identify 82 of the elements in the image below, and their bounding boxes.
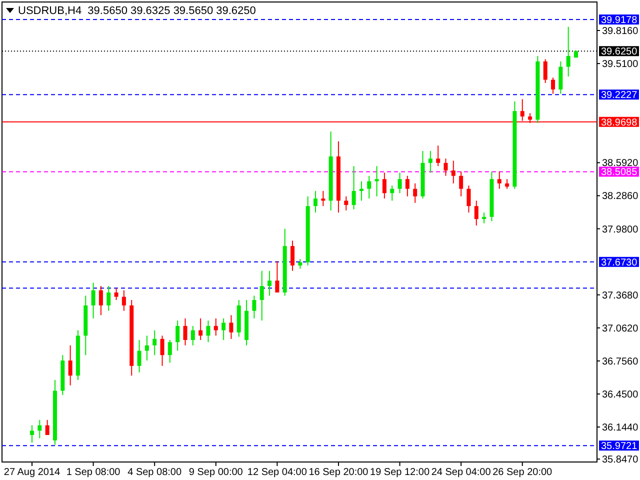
candlestick bbox=[428, 150, 432, 174]
candlestick bbox=[106, 285, 111, 312]
candlestick bbox=[144, 335, 149, 361]
candlestick bbox=[45, 419, 50, 436]
candlestick bbox=[558, 60, 563, 94]
candlestick bbox=[160, 335, 164, 366]
ref-line-label: 39.2227 bbox=[601, 90, 638, 102]
candlestick bbox=[444, 158, 448, 176]
x-tick-label: 26 Sep 20:00 bbox=[492, 467, 553, 478]
candlestick bbox=[405, 175, 410, 197]
candlestick bbox=[30, 424, 34, 444]
ref-line-label: 38.5085 bbox=[601, 167, 638, 178]
candlestick bbox=[359, 180, 364, 202]
y-tick-label: 35.8470 bbox=[602, 454, 639, 466]
x-tick-label: 27 Aug 2014 bbox=[4, 467, 61, 478]
candlestick bbox=[198, 318, 203, 340]
candlestick bbox=[98, 285, 103, 316]
candlestick bbox=[505, 178, 510, 190]
ref-line-label: 38.9698 bbox=[601, 117, 638, 128]
candlestick bbox=[38, 419, 42, 439]
candlestick bbox=[229, 314, 234, 340]
y-tick-label: 36.1440 bbox=[602, 422, 639, 434]
x-tick-label: 24 Sep 04:00 bbox=[431, 467, 492, 478]
candlestick bbox=[474, 200, 478, 226]
candlestick bbox=[114, 288, 118, 301]
candlestick bbox=[551, 77, 556, 94]
candlestick bbox=[367, 175, 372, 200]
y-tick-label: 38.5920 bbox=[602, 158, 639, 170]
candlestick bbox=[398, 172, 402, 194]
candlestick bbox=[268, 270, 272, 296]
ref-line-label: 39.6250 bbox=[601, 46, 638, 58]
candlestick bbox=[382, 172, 386, 200]
x-tick-label: 9 Sep 00:00 bbox=[188, 467, 244, 478]
candlestick bbox=[459, 171, 464, 197]
x-tick-label: 16 Sep 20:00 bbox=[308, 467, 369, 478]
y-tick-label: 36.7560 bbox=[602, 356, 639, 368]
candlestick bbox=[482, 212, 486, 224]
candlestick bbox=[390, 185, 394, 202]
candlestick bbox=[190, 325, 195, 346]
candlestick bbox=[451, 160, 456, 184]
candlestick bbox=[176, 320, 180, 352]
candlestick bbox=[566, 26, 570, 78]
y-tick-label: 37.9800 bbox=[602, 224, 639, 236]
candlestick bbox=[290, 240, 295, 272]
candlestick bbox=[413, 182, 418, 204]
candlestick bbox=[214, 318, 218, 336]
x-tick-label: 19 Sep 12:00 bbox=[370, 467, 430, 478]
chart-title: USDRUB,H4 39.5650 39.6325 39.5650 39.6250 bbox=[18, 5, 256, 17]
candlestick bbox=[137, 339, 142, 373]
ref-line-label: 35.9721 bbox=[601, 441, 638, 452]
x-tick-label: 1 Sep 08:00 bbox=[66, 467, 121, 478]
y-tick-label: 39.8160 bbox=[602, 26, 639, 38]
y-tick-label: 36.4500 bbox=[602, 389, 639, 400]
y-tick-label: 37.3680 bbox=[602, 290, 639, 302]
candlestick bbox=[374, 166, 379, 197]
candlestick bbox=[252, 295, 256, 319]
candlestick bbox=[352, 166, 356, 210]
candlestick bbox=[206, 320, 210, 343]
candlestick bbox=[222, 318, 226, 340]
candlestick bbox=[321, 190, 326, 207]
candlestick bbox=[497, 171, 502, 190]
candlestick bbox=[436, 145, 440, 167]
candlestick bbox=[122, 290, 126, 312]
candlestick bbox=[298, 258, 302, 270]
candlestick bbox=[152, 330, 157, 356]
candlestick bbox=[466, 185, 471, 214]
candlestick bbox=[260, 270, 264, 322]
ref-line-label: 37.6730 bbox=[601, 257, 638, 268]
candlestick bbox=[91, 282, 96, 319]
y-tick-label: 39.5100 bbox=[602, 59, 639, 70]
candlestick bbox=[168, 339, 172, 364]
ref-line-label: 39.9178 bbox=[601, 15, 638, 26]
candlestick bbox=[344, 196, 348, 211]
candlestick bbox=[313, 190, 318, 214]
y-tick-label: 37.0620 bbox=[602, 323, 639, 334]
x-tick-label: 12 Sep 04:00 bbox=[247, 467, 308, 478]
candlestick bbox=[275, 260, 280, 293]
candlestick bbox=[543, 58, 548, 84]
y-tick-label: 38.2860 bbox=[602, 191, 639, 202]
candlestick bbox=[183, 318, 188, 346]
candlestick bbox=[68, 344, 72, 386]
x-tick-label: 4 Sep 08:00 bbox=[128, 467, 182, 478]
